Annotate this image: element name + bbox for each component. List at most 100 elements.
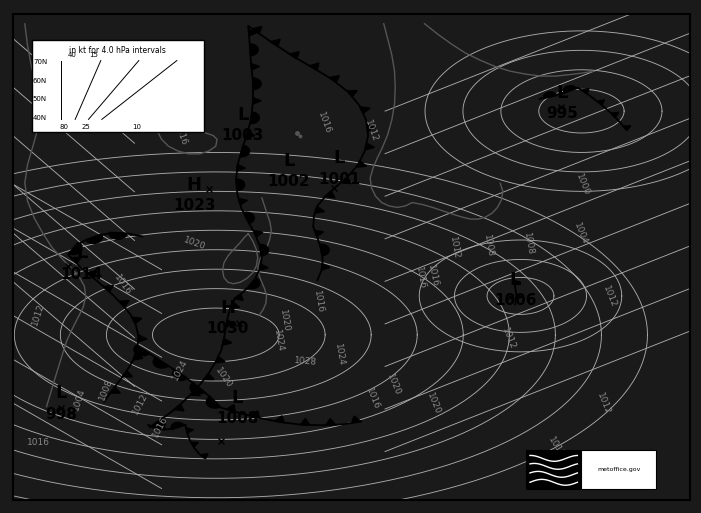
Polygon shape [367, 125, 376, 131]
Polygon shape [365, 143, 374, 150]
Text: L: L [55, 384, 67, 402]
Polygon shape [252, 27, 261, 33]
Polygon shape [251, 64, 259, 70]
Polygon shape [315, 207, 325, 213]
Text: 1016: 1016 [112, 273, 132, 297]
Polygon shape [310, 63, 319, 70]
Polygon shape [109, 232, 127, 239]
Text: 1004: 1004 [72, 387, 87, 411]
Polygon shape [222, 339, 232, 345]
Polygon shape [236, 179, 245, 191]
Polygon shape [253, 97, 261, 104]
Text: 1030: 1030 [207, 321, 249, 336]
Text: 1014: 1014 [60, 267, 103, 282]
Text: L: L [76, 244, 88, 262]
Polygon shape [271, 40, 280, 46]
Polygon shape [138, 335, 147, 342]
Text: 70N: 70N [33, 59, 47, 65]
Text: H: H [220, 299, 236, 317]
Text: 1012: 1012 [363, 119, 380, 143]
Polygon shape [544, 92, 557, 98]
Polygon shape [86, 234, 102, 244]
Text: 1012: 1012 [31, 302, 46, 327]
Text: 1023: 1023 [173, 199, 215, 213]
Text: 1016: 1016 [312, 290, 325, 314]
Text: 1016: 1016 [426, 263, 440, 288]
Polygon shape [247, 278, 260, 289]
Polygon shape [611, 112, 618, 117]
Polygon shape [240, 145, 250, 157]
Polygon shape [234, 294, 243, 301]
Polygon shape [72, 257, 81, 264]
Polygon shape [226, 405, 236, 412]
Polygon shape [119, 301, 129, 307]
Polygon shape [347, 91, 358, 97]
Polygon shape [133, 353, 143, 360]
Polygon shape [87, 271, 97, 278]
Text: 1008: 1008 [522, 231, 535, 255]
Text: 1016: 1016 [27, 438, 50, 447]
Text: 1012: 1012 [546, 436, 566, 460]
Text: 40: 40 [68, 52, 76, 57]
Text: in kt for 4.0 hPa intervals: in kt for 4.0 hPa intervals [69, 46, 166, 55]
Text: metoffice.gov: metoffice.gov [597, 467, 641, 472]
Polygon shape [104, 285, 114, 292]
Polygon shape [250, 411, 259, 418]
Text: 1008: 1008 [216, 411, 259, 426]
Polygon shape [69, 243, 82, 254]
Polygon shape [515, 281, 521, 285]
Text: 1003: 1003 [222, 128, 264, 143]
Polygon shape [326, 419, 336, 425]
Polygon shape [351, 416, 361, 423]
Bar [581, 449, 656, 489]
Text: 15: 15 [90, 52, 98, 57]
Text: 1024: 1024 [332, 343, 346, 367]
Text: 1000: 1000 [574, 173, 591, 198]
Text: 60N: 60N [33, 77, 47, 84]
Polygon shape [320, 244, 329, 256]
Polygon shape [259, 244, 268, 256]
Polygon shape [259, 264, 268, 270]
Bar [526, 449, 581, 489]
Polygon shape [190, 383, 205, 394]
Text: 1016: 1016 [414, 265, 427, 289]
Text: L: L [232, 389, 243, 407]
Polygon shape [290, 52, 299, 58]
Text: 1012: 1012 [130, 391, 149, 416]
Text: 1001: 1001 [318, 172, 360, 187]
Polygon shape [171, 422, 184, 429]
Text: 1008: 1008 [482, 234, 494, 259]
Polygon shape [172, 370, 188, 381]
Polygon shape [564, 86, 576, 93]
Polygon shape [315, 230, 324, 236]
Text: 1020: 1020 [214, 366, 234, 389]
Polygon shape [623, 126, 631, 130]
Polygon shape [516, 294, 522, 299]
Polygon shape [250, 44, 258, 55]
Text: 1016: 1016 [316, 111, 332, 135]
Polygon shape [110, 387, 120, 393]
Polygon shape [132, 317, 142, 324]
Polygon shape [237, 165, 245, 171]
Text: H: H [186, 176, 202, 194]
Polygon shape [190, 389, 200, 396]
Text: 1016: 1016 [172, 122, 189, 147]
Text: 10: 10 [132, 124, 141, 130]
Polygon shape [215, 357, 225, 363]
Text: 80: 80 [60, 124, 69, 130]
Polygon shape [254, 231, 263, 237]
Text: 40N: 40N [33, 115, 47, 121]
Polygon shape [300, 419, 310, 425]
Polygon shape [325, 191, 335, 198]
Text: L: L [333, 149, 345, 167]
Polygon shape [360, 107, 370, 113]
Polygon shape [341, 177, 351, 184]
Polygon shape [322, 264, 330, 270]
Bar [32, 40, 204, 131]
Text: 998: 998 [46, 407, 77, 422]
Polygon shape [357, 161, 367, 167]
Text: 995: 995 [547, 106, 578, 121]
Polygon shape [191, 442, 198, 447]
Text: 25: 25 [81, 124, 90, 130]
Polygon shape [582, 89, 589, 94]
